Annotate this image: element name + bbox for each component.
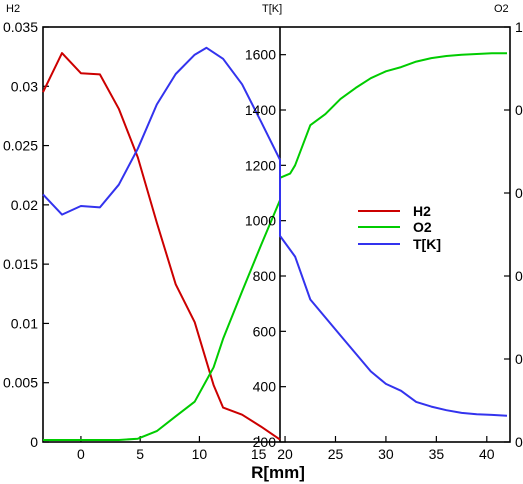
x-axis-label: R[mm] [251,463,305,482]
x-tick-label: 10 [192,446,208,462]
x-tick-label: 40 [479,446,495,462]
y-tick-label-middle: 1200 [245,157,276,173]
y-tick-label-middle: 1600 [245,47,276,63]
middle-axis-title: T[K] [262,3,282,15]
y-tick-label-left: 0.015 [3,256,38,272]
x-tick-label: 35 [429,446,445,462]
x-tick-label: 0 [77,446,85,462]
left-axis-title: H2 [6,3,20,15]
y-tick-label-middle: 1400 [245,102,276,118]
y-tick-label-left: 0.005 [3,375,38,391]
y-tick-label-left: 0.035 [3,19,38,35]
y-tick-label-middle: 1000 [245,213,276,229]
y-tick-label-middle: 800 [253,268,277,284]
labels-layer: 0 5 10 15 20 25 30 35 4000.0050.010.0150.020.025… [3,19,523,462]
series-line-tk [42,46,508,417]
series-line-h2 [42,52,281,441]
y-tick-label-left: 0.02 [11,197,38,213]
x-tick-label: 15 [251,446,267,462]
legend: H2 O2 T[K] [358,203,441,252]
legend-label-t: T[K] [413,236,441,252]
x-tick-label: 25 [328,446,344,462]
y-tick-label-right: 1 [515,19,523,35]
series-line-o2 [43,52,507,441]
plot-frame [42,26,511,443]
legend-label-h2: H2 [413,203,431,219]
right-axis-title: O2 [494,3,509,15]
y-tick-label-middle: 400 [253,379,277,395]
x-tick-label: 30 [378,446,394,462]
x-tick-label: 20 [277,446,293,462]
y-tick-label-right: 0 [515,268,523,284]
y-tick-label-right: 0 [515,434,523,450]
y-tick-label-middle: 600 [253,323,277,339]
y-tick-label-left: 0.03 [11,78,38,94]
y-tick-label-left: 0.025 [3,138,38,154]
y-tick-label-right: 0 [515,102,523,118]
y-tick-label-middle: 200 [253,434,277,450]
series-layer [42,46,508,441]
y-tick-label-left: 0.01 [11,315,38,331]
legend-label-o2: O2 [413,219,432,235]
x-tick-label: 5 [136,446,144,462]
y-tick-label-left: 0 [30,434,38,450]
y-tick-label-right: 0 [515,185,523,201]
axes-layer [42,26,511,443]
y-tick-label-right: 0 [515,351,523,367]
